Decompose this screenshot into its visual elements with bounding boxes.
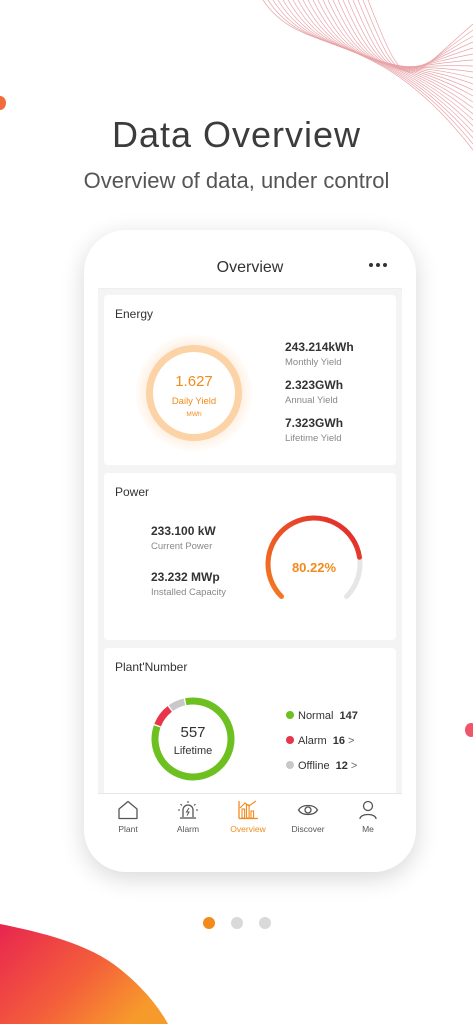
chevron-right-icon: >: [347, 735, 355, 747]
eye-icon: [297, 804, 319, 816]
decorative-wave-line: [367, 0, 473, 73]
energy-card[interactable]: Energy 1.627 Daily Yield MWh 243.214kWh …: [104, 295, 396, 465]
installed-capacity-label: Installed Capacity: [151, 587, 226, 598]
legend-offline-label: Offline: [298, 760, 330, 772]
person-icon: [359, 800, 377, 820]
page-dot-2[interactable]: [230, 917, 243, 929]
decorative-wave-line: [357, 0, 473, 71]
tab-alarm[interactable]: Alarm: [159, 800, 217, 834]
tab-overview-label: Overview: [230, 824, 266, 834]
decorative-wave-line: [352, 0, 473, 70]
daily-yield-gauge: [136, 335, 252, 451]
daily-yield-unit: MWh: [186, 411, 202, 418]
current-power-label: Current Power: [151, 541, 213, 552]
plant-total-value: 557: [180, 724, 206, 741]
headline: Data Overview: [111, 114, 362, 155]
energy-card-title: Energy: [115, 307, 154, 321]
tab-plant-label: Plant: [118, 824, 138, 834]
plant-total-label: Lifetime: [173, 745, 213, 757]
legend-offline[interactable]: Offline 12 >: [286, 760, 357, 772]
lifetime-yield-value: 7.323GWh: [285, 416, 344, 430]
normal-status-dot: [286, 711, 294, 720]
legend-normal-label: Normal: [298, 710, 334, 722]
phone-mockup: Overview Energy 1.627 Daily Yield: [84, 230, 416, 872]
ring-segment-alarm: [154, 706, 173, 727]
annual-yield-label: Annual Yield: [285, 395, 338, 406]
decorative-wave-line: [347, 0, 473, 69]
page-indicator: [0, 916, 473, 934]
tab-discover[interactable]: Discover: [279, 800, 337, 834]
legend-offline-count: 12: [335, 760, 348, 772]
legend-alarm-label: Alarm: [298, 735, 327, 747]
page-dot-3[interactable]: [258, 917, 271, 929]
daily-yield-label: Daily Yield: [171, 396, 217, 407]
monthly-yield-value: 243.214kWh: [285, 340, 354, 354]
annual-yield-value: 2.323GWh: [285, 378, 344, 392]
decorative-dot-left: [0, 96, 6, 110]
power-ratio-gauge: [265, 515, 363, 600]
ring-segment-normal: [151, 697, 235, 781]
decorative-wave-lines: [262, 0, 473, 151]
decorative-gradient-blob: [0, 924, 168, 1024]
lifetime-yield-label: Lifetime Yield: [285, 433, 342, 444]
legend-normal: Normal 147: [286, 710, 358, 722]
plant-number-card-title: Plant'Number: [115, 660, 188, 674]
power-card[interactable]: Power 233.100 kW Current Power 23.232 MW…: [104, 473, 396, 640]
power-ratio-value: 80.22%: [291, 560, 337, 575]
tab-discover-label: Discover: [291, 824, 325, 834]
alarm-siren-icon: [178, 801, 198, 819]
daily-yield-value: 1.627: [175, 373, 213, 390]
page-title: Overview: [216, 259, 284, 276]
plant-status-ring: [151, 697, 235, 781]
tab-plant[interactable]: Plant: [99, 800, 157, 834]
tab-alarm-label: Alarm: [176, 824, 200, 834]
decorative-wave-line: [337, 0, 473, 68]
decorative-wave-line: [327, 0, 473, 73]
installed-capacity-value: 23.232 MWp: [151, 570, 220, 584]
app-screen: Overview Energy 1.627 Daily Yield: [98, 244, 402, 858]
plant-number-card[interactable]: Plant'Number 557 Lifetime Normal 147 Alar…: [104, 648, 396, 818]
tab-me-label: Me: [362, 824, 374, 834]
legend-normal-count: 147: [339, 710, 358, 722]
more-horizontal-icon[interactable]: [368, 260, 388, 270]
legend-alarm[interactable]: Alarm 16 >: [286, 735, 354, 747]
offline-status-dot: [286, 761, 294, 770]
decorative-wave-line: [332, 0, 473, 68]
alarm-status-dot: [286, 736, 294, 745]
tab-bar: Plant Alarm: [98, 793, 402, 858]
bar-chart-icon: [238, 800, 258, 820]
power-card-title: Power: [115, 485, 150, 499]
ring-segment-offline: [168, 698, 186, 712]
subheadline: Overview of data, under control: [83, 168, 390, 193]
power-gauge-fill: [265, 515, 363, 600]
decorative-wave-line: [362, 0, 473, 72]
tab-me[interactable]: Me: [339, 800, 397, 834]
page-dot-1[interactable]: [202, 917, 215, 929]
home-icon: [118, 800, 138, 820]
tab-overview[interactable]: Overview: [219, 800, 277, 834]
current-power-value: 233.100 kW: [151, 524, 216, 538]
chevron-right-icon: >: [350, 760, 358, 772]
monthly-yield-label: Monthly Yield: [285, 357, 342, 368]
decorative-dot-right: [465, 723, 473, 737]
legend-alarm-count: 16: [332, 735, 345, 747]
nav-bar: Overview: [98, 244, 402, 289]
